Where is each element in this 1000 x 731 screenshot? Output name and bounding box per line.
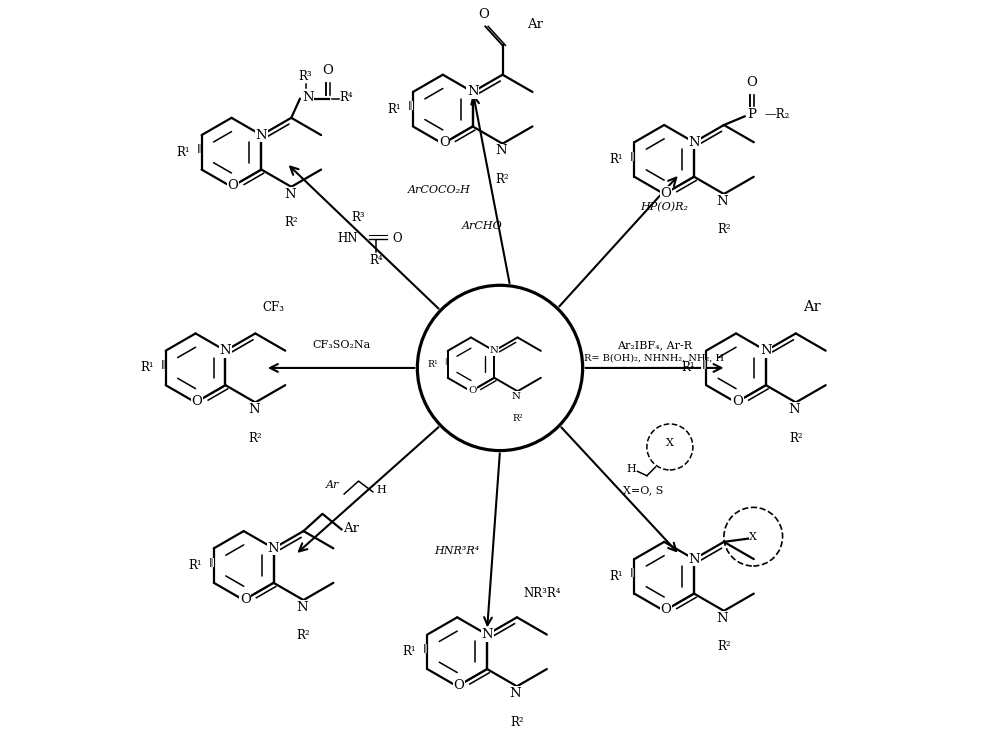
Text: R²: R² [496, 173, 509, 186]
Text: O: O [228, 179, 238, 192]
Text: O: O [746, 76, 757, 89]
Text: N: N [248, 404, 260, 416]
Text: N: N [789, 404, 800, 416]
Text: R²: R² [284, 216, 298, 229]
Text: N: N [302, 91, 314, 104]
Text: N: N [256, 129, 267, 142]
Text: R³: R³ [299, 70, 312, 83]
Text: ‖: ‖ [701, 360, 706, 369]
Text: R¹: R¹ [609, 570, 623, 583]
Text: NR³R⁴: NR³R⁴ [524, 587, 561, 600]
Text: X: X [749, 531, 757, 542]
Text: ‖: ‖ [423, 644, 427, 653]
Text: Ar: Ar [527, 18, 543, 31]
Text: N: N [490, 346, 499, 355]
Text: ArCHO: ArCHO [462, 221, 503, 231]
Text: H: H [626, 464, 636, 474]
Text: Ar: Ar [803, 300, 820, 314]
Text: R¹: R¹ [609, 153, 623, 166]
Text: O: O [660, 604, 671, 616]
Text: P: P [747, 107, 756, 121]
Text: HN: HN [338, 232, 358, 245]
Text: O: O [439, 136, 450, 149]
Text: R¹: R¹ [681, 361, 695, 374]
Text: ‖: ‖ [444, 358, 447, 366]
Text: ‖: ‖ [630, 151, 634, 161]
Text: R²: R² [249, 432, 262, 444]
Text: N: N [510, 687, 521, 700]
Text: Ar: Ar [343, 522, 359, 535]
Text: N: N [717, 612, 728, 624]
Text: N: N [760, 344, 772, 357]
Text: R⁴: R⁴ [369, 254, 383, 268]
Text: CF₃SO₂Na: CF₃SO₂Na [312, 340, 370, 350]
Text: R²: R² [717, 640, 731, 654]
Text: N: N [495, 145, 507, 157]
Text: R²: R² [789, 432, 803, 444]
Text: R²: R² [297, 629, 310, 643]
Text: R¹: R¹ [176, 145, 190, 159]
Text: O: O [192, 395, 203, 408]
Text: N: N [467, 86, 479, 99]
Text: ‖: ‖ [209, 558, 214, 567]
Text: ‖: ‖ [197, 144, 201, 154]
Text: R= B(OH)₂, NHNH₂, NH₂, H: R= B(OH)₂, NHNH₂, NH₂, H [584, 353, 725, 362]
Text: H: H [376, 485, 386, 495]
Text: O: O [468, 386, 476, 395]
Text: HNR³R⁴: HNR³R⁴ [434, 546, 480, 556]
Text: O: O [393, 232, 402, 245]
Text: R⁴: R⁴ [339, 91, 353, 104]
Text: Ar₂IBF₄, Ar-R: Ar₂IBF₄, Ar-R [617, 340, 692, 350]
Text: ‖: ‖ [630, 569, 634, 577]
Text: ArCOCO₂H: ArCOCO₂H [408, 186, 471, 195]
Text: R¹: R¹ [388, 102, 401, 115]
Text: O: O [322, 64, 333, 77]
Text: O: O [732, 395, 743, 408]
Text: R¹: R¹ [428, 360, 439, 369]
Text: O: O [660, 186, 671, 200]
Text: N: N [688, 136, 700, 148]
Text: N: N [481, 628, 493, 641]
Text: O: O [453, 679, 464, 692]
Text: ‖: ‖ [408, 102, 413, 110]
Text: N: N [220, 344, 231, 357]
Text: N: N [284, 188, 296, 200]
Text: R¹: R¹ [189, 559, 202, 572]
Text: N: N [268, 542, 279, 555]
Text: CF₃: CF₃ [262, 301, 284, 314]
Text: O: O [478, 8, 489, 21]
Text: —R₂: —R₂ [765, 107, 790, 121]
Text: N: N [688, 553, 700, 566]
Text: R²: R² [717, 224, 731, 236]
Text: R²: R² [512, 414, 523, 423]
Text: X=O, S: X=O, S [623, 485, 664, 495]
Text: R²: R² [510, 716, 524, 729]
Text: ‖: ‖ [161, 360, 165, 369]
Text: Ar: Ar [326, 480, 339, 490]
Text: R¹: R¹ [141, 361, 154, 374]
Text: N: N [296, 601, 308, 614]
Text: HP(O)R₂: HP(O)R₂ [640, 202, 688, 213]
Text: X: X [666, 439, 674, 448]
Text: O: O [240, 593, 251, 606]
Text: N: N [717, 194, 728, 208]
Text: R¹: R¹ [402, 645, 416, 659]
Text: N: N [512, 392, 521, 401]
Text: R³: R³ [351, 211, 365, 224]
